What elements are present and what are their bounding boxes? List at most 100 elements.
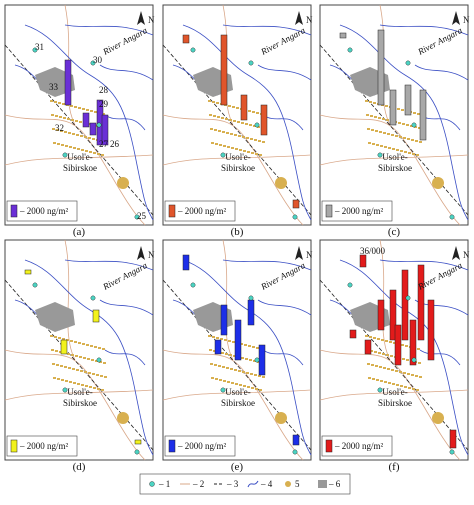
town-block — [252, 111, 255, 113]
town-block — [95, 360, 98, 362]
town-block — [414, 126, 417, 128]
legend-symbol — [247, 480, 259, 488]
town-block — [407, 373, 410, 375]
deposition-bar — [24, 269, 32, 275]
town-block — [92, 138, 95, 140]
town-block — [54, 336, 57, 338]
town-block — [405, 345, 408, 347]
station — [62, 152, 68, 158]
town-block — [372, 378, 375, 380]
town-block — [221, 352, 224, 354]
deposition-bar — [449, 429, 457, 449]
town-block — [388, 382, 391, 384]
town-block — [78, 107, 81, 109]
town-block — [376, 379, 379, 381]
north-label: N — [148, 15, 155, 25]
town-block — [64, 131, 67, 133]
station — [96, 122, 102, 128]
town-block — [69, 381, 72, 383]
town-block — [245, 123, 248, 125]
town-block — [411, 374, 414, 376]
town-block — [69, 146, 72, 148]
legend-text: – 2000 ng/m² — [19, 441, 69, 451]
town-block — [214, 129, 217, 131]
legend-swatch — [10, 204, 18, 218]
legend-item-label: – 2 — [192, 479, 204, 489]
panel-frame — [319, 239, 469, 461]
town-block — [371, 364, 374, 366]
town-block — [365, 100, 368, 102]
town-block — [88, 137, 91, 139]
town-block — [102, 348, 105, 350]
town-block — [215, 143, 218, 145]
town-block — [417, 348, 420, 350]
settlement — [432, 177, 444, 189]
town-block — [403, 372, 406, 374]
station — [347, 47, 353, 53]
town-block — [83, 357, 86, 359]
town-block — [385, 340, 388, 342]
station — [62, 387, 68, 393]
town-block — [247, 386, 250, 388]
deposition-bar — [240, 94, 248, 121]
town-block — [71, 119, 74, 121]
station — [248, 295, 254, 301]
town-block — [59, 116, 62, 118]
town-block — [368, 377, 371, 379]
station — [96, 357, 102, 363]
town-block — [391, 369, 394, 371]
town-block — [99, 361, 102, 363]
deposition-bar — [364, 339, 372, 355]
town-block — [71, 354, 74, 356]
town-block — [94, 111, 97, 113]
town-block — [60, 130, 63, 132]
town-block — [58, 337, 61, 339]
station — [411, 122, 417, 128]
town-block — [51, 114, 54, 116]
town-block — [249, 124, 252, 126]
town-block — [228, 105, 231, 107]
town-block — [76, 134, 79, 136]
city-label: Sibirskoe — [378, 163, 412, 173]
railway — [4, 44, 154, 216]
river — [172, 259, 312, 456]
town-block — [388, 147, 391, 149]
town-block — [367, 128, 370, 130]
town-block — [418, 127, 421, 129]
town-block — [227, 146, 230, 148]
town-block — [375, 365, 378, 367]
legend-item-label: 5 — [295, 479, 300, 489]
town-block — [219, 379, 222, 381]
city-label: Sibirskoe — [63, 398, 97, 408]
town-block — [400, 150, 403, 152]
town-block — [236, 107, 239, 109]
deposition-bar — [220, 34, 228, 106]
town-block — [384, 381, 387, 383]
town-block — [97, 153, 100, 155]
city-label: Usol'e- — [67, 152, 93, 162]
town-block — [406, 359, 409, 361]
town-block — [100, 375, 103, 377]
north-label: N — [463, 15, 470, 25]
station — [134, 214, 140, 220]
town-block — [411, 139, 414, 141]
town-block — [225, 118, 228, 120]
town-block — [79, 356, 82, 358]
town-block — [374, 116, 377, 118]
legend-item-label: – 6 — [328, 479, 341, 489]
town-block — [408, 152, 411, 154]
town-block — [393, 342, 396, 344]
town-block — [85, 385, 88, 387]
legend-swatch — [168, 439, 176, 453]
town-block — [226, 367, 229, 369]
north-arrow — [295, 11, 303, 25]
town-block — [95, 125, 98, 127]
town-block — [262, 376, 265, 378]
town-block — [259, 154, 262, 156]
town-block — [412, 153, 415, 155]
town-block — [208, 100, 211, 102]
deposition-bar — [234, 319, 242, 361]
legend-swatch — [325, 439, 333, 453]
town-block — [57, 378, 60, 380]
